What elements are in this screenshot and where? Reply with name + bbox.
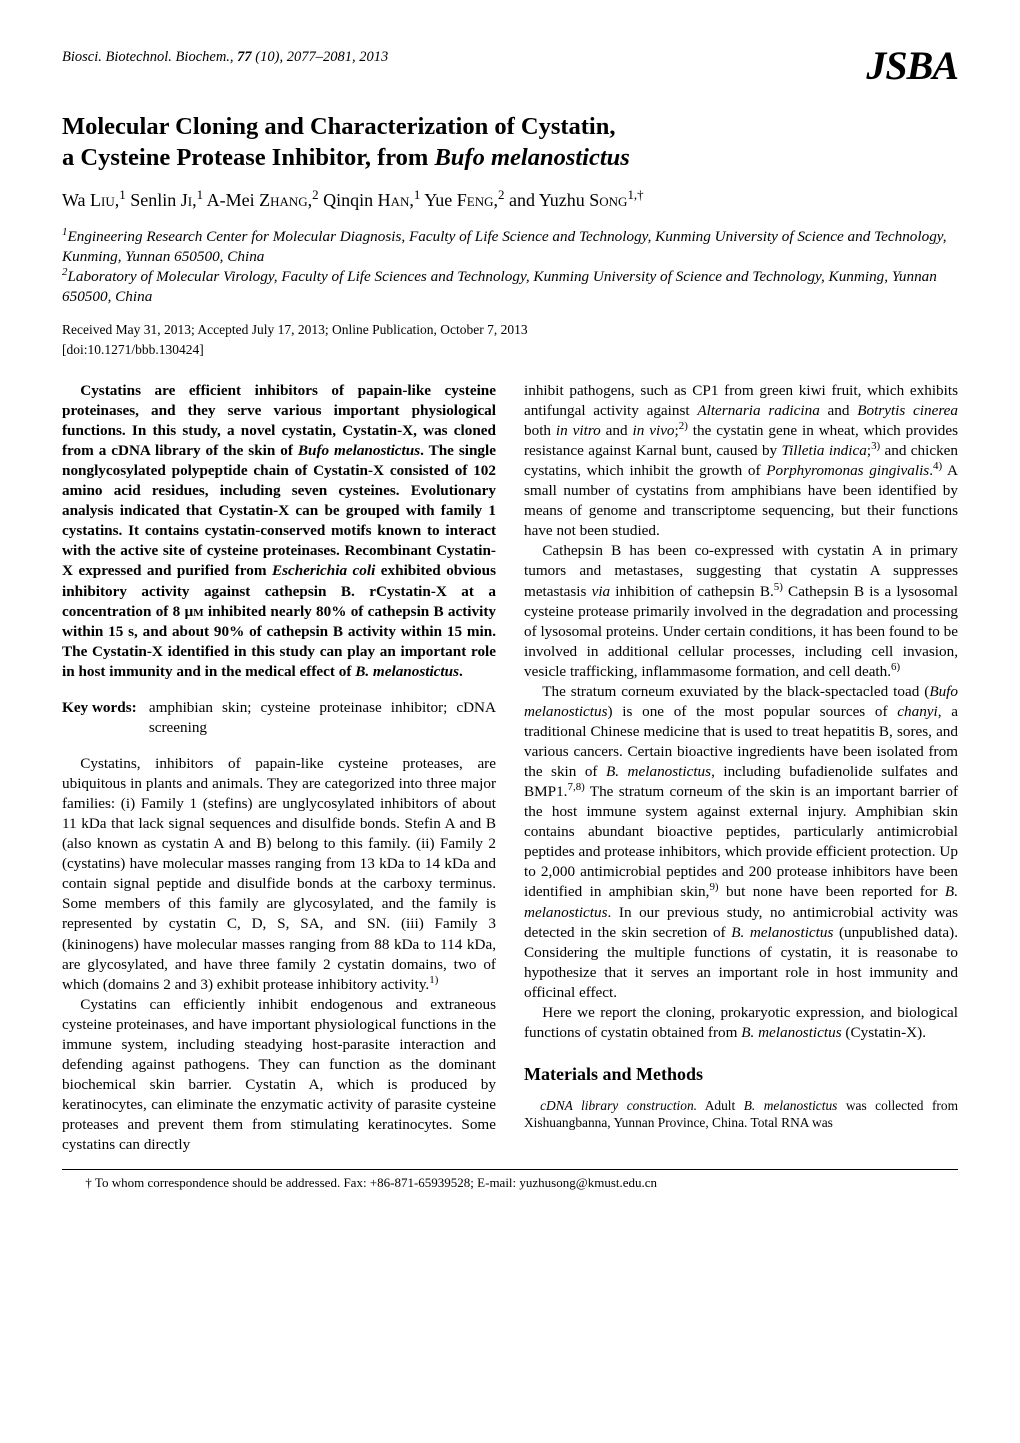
affil-2: Laboratory of Molecular Virology, Facult… bbox=[62, 268, 937, 305]
intro-para-3: Cathepsin B has been co-expressed with c… bbox=[524, 541, 958, 681]
footnote-rule bbox=[62, 1169, 958, 1170]
title-line-1: Molecular Cloning and Characterization o… bbox=[62, 113, 616, 140]
title-species: Bufo melanostictus bbox=[434, 144, 629, 171]
keywords-label: Key words: bbox=[62, 698, 137, 738]
left-column: Cystatins are efficient inhibitors of pa… bbox=[62, 381, 496, 1155]
methods-subsection: cDNA library construction. Adult B. mela… bbox=[524, 1097, 958, 1132]
received-line: Received May 31, 2013; Accepted July 17,… bbox=[62, 321, 958, 339]
intro-para-4: The stratum corneum exuviated by the bla… bbox=[524, 682, 958, 1003]
two-column-body: Cystatins are efficient inhibitors of pa… bbox=[62, 381, 958, 1155]
methods-heading: Materials and Methods bbox=[524, 1063, 958, 1087]
article-title: Molecular Cloning and Characterization o… bbox=[62, 112, 958, 173]
correspondence-footnote: † To whom correspondence should be addre… bbox=[62, 1174, 958, 1191]
abstract: Cystatins are efficient inhibitors of pa… bbox=[62, 381, 496, 682]
keywords-text: amphibian skin; cysteine proteinase inhi… bbox=[149, 698, 496, 738]
intro-para-5: Here we report the cloning, prokaryotic … bbox=[524, 1003, 958, 1043]
intro-para-1: Cystatins, inhibitors of papain-like cys… bbox=[62, 754, 496, 995]
right-column: inhibit pathogens, such as CP1 from gree… bbox=[524, 381, 958, 1155]
affiliations: 1Engineering Research Center for Molecul… bbox=[62, 227, 958, 307]
title-line-2-pre: a Cysteine Protease Inhibitor, from bbox=[62, 144, 434, 171]
intro-para-2-cont: inhibit pathogens, such as CP1 from gree… bbox=[524, 381, 958, 542]
doi-line: [doi:10.1271/bbb.130424] bbox=[62, 341, 958, 359]
methods-sub-title: cDNA library construction. bbox=[540, 1098, 697, 1113]
keywords-block: Key words: amphibian skin; cysteine prot… bbox=[62, 698, 496, 738]
journal-reference: Biosci. Biotechnol. Biochem., 77 (10), 2… bbox=[62, 48, 388, 67]
intro-para-2: Cystatins can efficiently inhibit endoge… bbox=[62, 995, 496, 1156]
journal-volume: 77 bbox=[237, 49, 252, 65]
jsba-logo: JSBA bbox=[866, 48, 958, 84]
journal-issue-pages: (10), 2077–2081, 2013 bbox=[252, 49, 389, 65]
header-row: Biosci. Biotechnol. Biochem., 77 (10), 2… bbox=[62, 48, 958, 84]
authors-list: Wa Liu,1 Senlin Ji,1 A-Mei Zhang,2 Qinqi… bbox=[62, 189, 958, 213]
journal-name: Biosci. Biotechnol. Biochem., bbox=[62, 49, 237, 65]
affil-1: Engineering Research Center for Molecula… bbox=[62, 228, 947, 265]
